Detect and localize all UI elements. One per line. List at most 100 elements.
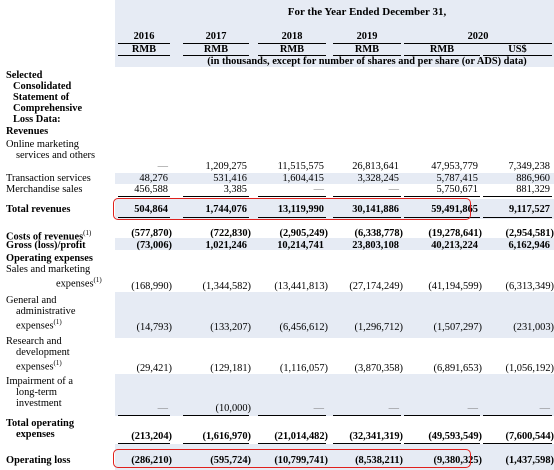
total-rule — [404, 217, 480, 218]
currency-2020-rmb: RMB — [429, 44, 455, 55]
imp-2019: — — [388, 403, 399, 414]
gp-2020-usd: 6,162,946 — [508, 240, 550, 251]
total-rule — [333, 217, 401, 218]
ol-2016: (286,210) — [131, 455, 172, 466]
subtotal-rule — [483, 196, 552, 197]
cor-2017: (722,830) — [210, 228, 251, 239]
currency-underline — [333, 55, 401, 56]
total-rule — [183, 217, 249, 218]
oms-2017: 1,209,275 — [205, 161, 247, 172]
sm-2017: (1,344,582) — [202, 281, 251, 292]
shade-impairment — [115, 374, 554, 416]
opex-subtotal-rule — [483, 415, 552, 416]
opex-total-rule — [258, 443, 326, 444]
toe-2019: (32,341,319) — [349, 431, 403, 442]
shade-total-revenues — [115, 199, 554, 219]
opex-subtotal-rule — [258, 415, 326, 416]
subtotal-rule — [183, 196, 249, 197]
total-operating-expenses-label: Total operating expenses — [6, 418, 75, 440]
ts-2019: 3,328,245 — [357, 173, 399, 184]
opex-total-rule — [183, 443, 249, 444]
year-underline — [404, 43, 552, 44]
ms-2020-usd: 881,329 — [516, 184, 550, 195]
opex-subtotal-rule — [118, 415, 170, 416]
year-underline — [258, 43, 326, 44]
cor-2019: (6,338,778) — [354, 228, 403, 239]
opex-subtotal-rule — [333, 415, 401, 416]
gp-2017: 1,021,246 — [205, 240, 247, 251]
subtotal-rule — [258, 196, 326, 197]
year-underline — [183, 43, 249, 44]
tr-2018: 13,119,990 — [277, 204, 324, 215]
operating-expenses-heading: Operating expenses — [6, 253, 93, 264]
currency-underline — [118, 55, 170, 56]
currency-underline — [483, 55, 552, 56]
oms-2020: 47,953,779 — [431, 161, 478, 172]
ol-2017: (595,724) — [210, 455, 251, 466]
total-rule — [483, 217, 552, 218]
currency-2019: RMB — [354, 44, 380, 55]
year-2020: 2020 — [467, 31, 489, 42]
currency-underline — [404, 55, 480, 56]
sm-2019: (27,174,249) — [349, 281, 403, 292]
toe-2020: (49,593,549) — [428, 431, 482, 442]
toe-2018: (21,014,482) — [274, 431, 328, 442]
year-2017: 2017 — [205, 31, 227, 42]
oms-2020-usd: 7,349,238 — [508, 161, 550, 172]
shade-operating-loss — [115, 444, 554, 470]
currency-2018: RMB — [279, 44, 305, 55]
tr-2020: 59,491,865 — [431, 204, 478, 215]
currency-2020-usd: US$ — [508, 44, 527, 55]
opex-total-rule — [404, 443, 480, 444]
tr-2016: 504,864 — [134, 204, 168, 215]
opex-total-rule — [333, 443, 401, 444]
shade-gross-profit — [115, 238, 554, 250]
ol-2019: (8,538,211) — [355, 455, 403, 466]
year-2018: 2018 — [281, 31, 303, 42]
oms-2016: — — [157, 161, 168, 172]
ga-2019: (1,296,712) — [354, 322, 403, 333]
ol-2020-usd: (1,437,598) — [505, 455, 554, 466]
ts-2020: 5,787,415 — [436, 173, 478, 184]
operating-loss-highlight — [113, 449, 471, 468]
rd-2017: (129,181) — [210, 363, 251, 374]
period-heading: For the Year Ended December 31, — [287, 6, 447, 18]
gp-2016: (73,006) — [136, 240, 173, 251]
ol-2018: (10,799,741) — [274, 455, 328, 466]
currency-2017: RMB — [203, 44, 229, 55]
cor-2018: (2,905,249) — [279, 228, 328, 239]
sm-2020-usd: (6,313,349) — [505, 281, 554, 292]
ts-2016: 48,276 — [139, 173, 168, 184]
impairment-label: Impairment of a long-term investment — [6, 376, 73, 409]
gp-2020: 40,213,224 — [431, 240, 478, 251]
total-rule — [258, 217, 326, 218]
rd-2019: (3,870,358) — [354, 363, 403, 374]
tr-2019: 30,141,886 — [352, 204, 399, 215]
transaction-services-label: Transaction services — [6, 173, 91, 184]
gross-profit-label: Gross (loss)/profit — [6, 240, 86, 251]
ms-2017: 3,385 — [223, 184, 247, 195]
ol-2020: (9,380,325) — [433, 455, 482, 466]
imp-2016: — — [157, 403, 168, 414]
rd-2020: (6,891,653) — [433, 363, 482, 374]
sales-marketing-label: Sales and marketing expenses(1) — [6, 264, 102, 290]
currency-underline — [258, 55, 326, 56]
toe-2017: (1,616,970) — [202, 431, 251, 442]
revenues-heading: Revenues — [6, 126, 49, 137]
ga-2016: (14,793) — [136, 322, 173, 333]
oms-2018: 11,515,575 — [277, 161, 324, 172]
currency-underline — [183, 55, 249, 56]
total-rule — [118, 217, 170, 218]
total-revenues-highlight — [113, 198, 471, 220]
subtotal-rule — [404, 196, 480, 197]
imp-2020: — — [467, 403, 478, 414]
imp-2018: — — [313, 403, 324, 414]
toe-2020-usd: (7,600,544) — [505, 431, 554, 442]
year-underline — [333, 43, 401, 44]
ms-2020: 5,750,671 — [436, 184, 478, 195]
year-underline — [118, 43, 170, 44]
gp-2019: 23,803,108 — [352, 240, 399, 251]
tr-2020-usd: 9,117,527 — [509, 204, 550, 215]
ga-2020: (1,507,297) — [433, 322, 482, 333]
